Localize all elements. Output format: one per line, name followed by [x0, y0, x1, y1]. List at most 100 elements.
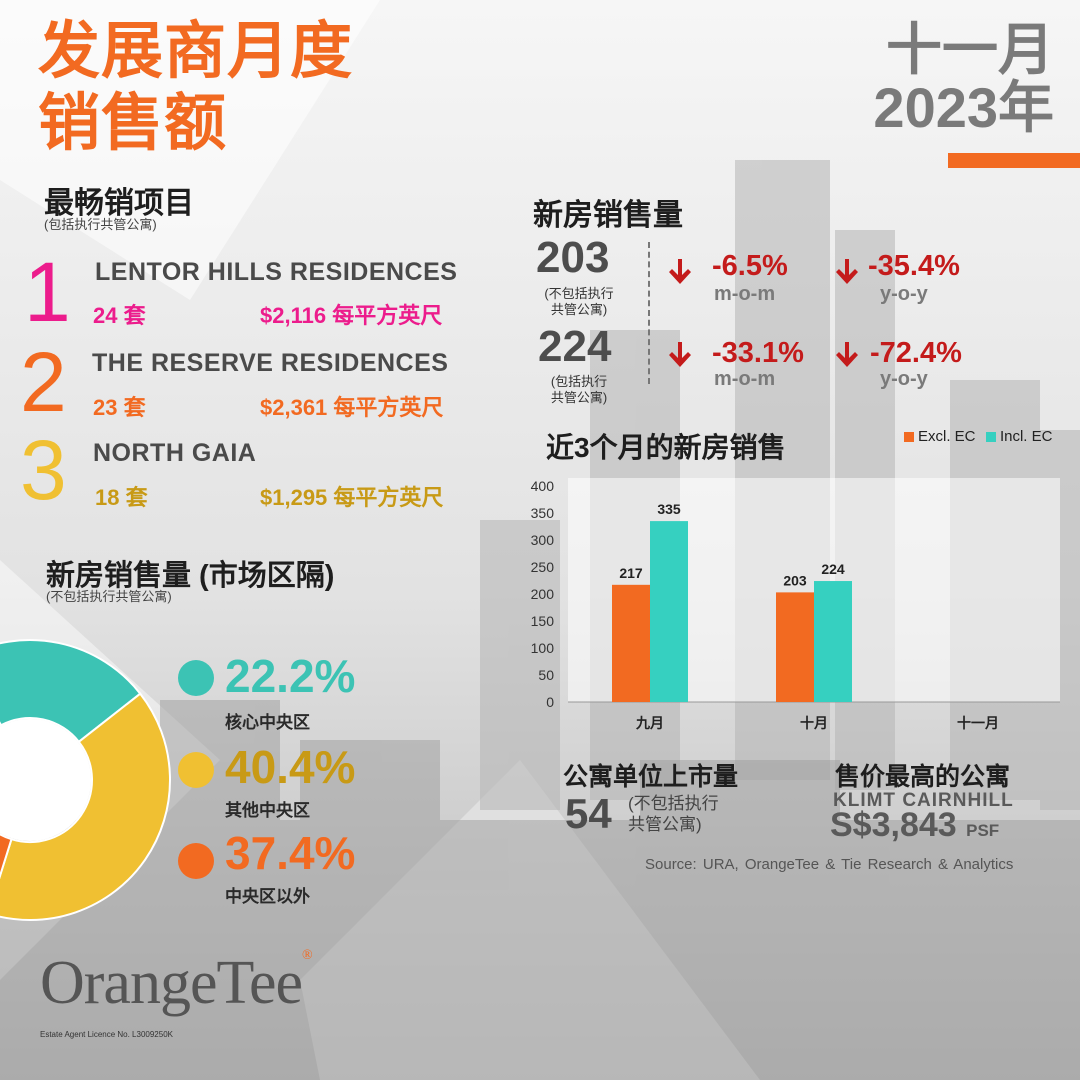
supply-note: (不包括执行 共管公寓)	[628, 793, 719, 835]
legend-label: Excl. EC	[918, 428, 976, 445]
y-tick-label: 150	[531, 613, 555, 629]
segment-percent: 37.4%	[225, 827, 356, 879]
project-name: THE RESERVE RESIDENCES	[92, 349, 449, 377]
mom-label: m-o-m	[714, 368, 776, 390]
y-tick-label: 50	[538, 667, 554, 683]
project-units: 23 套	[93, 395, 146, 420]
project-units: 24 套	[93, 303, 146, 328]
y-tick-label: 400	[531, 478, 555, 494]
arrow-down-icon	[836, 259, 858, 284]
x-tick-label: 九月	[635, 715, 664, 731]
title-line-1: 发展商月度	[38, 17, 354, 86]
top-priced-unit: PSF	[966, 821, 1000, 840]
divider	[648, 242, 650, 384]
sales-note-line: (包括执行	[550, 374, 608, 389]
period-accent-bar	[948, 153, 1080, 168]
y-tick-label: 100	[531, 640, 555, 656]
sales-value: 203	[536, 233, 610, 282]
segment-donut-chart	[0, 639, 171, 921]
period-year: 2023年	[873, 76, 1054, 139]
page-title: 发展商月度 销售额	[38, 18, 353, 158]
segment-note: (不包括执行共管公寓)	[46, 589, 172, 604]
top-priced-heading: 售价最高的公寓	[835, 763, 1011, 791]
title-line-2: 销售额	[38, 89, 228, 158]
sales-note-line: 共管公寓)	[550, 302, 608, 317]
project-psf: $1,295 每平方英尺	[260, 485, 444, 510]
logo-registered-mark: ®	[302, 948, 313, 963]
top-priced-name: KLIMT CAIRNHILL	[833, 790, 1014, 811]
period-month: 十一月	[886, 18, 1054, 81]
period-label: 十一月 2023年	[873, 22, 1054, 136]
rank-number: 3	[20, 423, 67, 517]
arrow-down-icon	[669, 259, 691, 284]
chart-legend: Excl. EC Incl. EC	[898, 428, 1052, 446]
bar-value-label: 335	[657, 501, 681, 517]
legend-label: Incl. EC	[999, 428, 1053, 445]
bar-chart: 0 50 100 150 200 250 300 350 400 217 335 九月 203 224 十月…	[531, 478, 1060, 731]
project-units: 18 套	[95, 485, 148, 510]
donut-slice	[0, 721, 13, 880]
rank-number: 2	[20, 335, 67, 429]
y-tick-label: 200	[531, 586, 555, 602]
segment-label: 中央区以外	[225, 887, 310, 906]
segment-dot	[178, 660, 214, 696]
arrow-down-icon	[836, 342, 858, 367]
top-priced-value: S$3,843	[830, 806, 957, 844]
orangetee-logo: OrangeTee®	[40, 948, 313, 1019]
segment-label: 其他中央区	[225, 801, 310, 820]
project-psf: $2,116 每平方英尺	[260, 303, 443, 328]
bar-value-label: 217	[619, 565, 643, 581]
segment-percent: 22.2%	[225, 650, 356, 702]
logo-text: OrangeTee	[40, 949, 303, 1017]
top-projects-heading: 最畅销项目	[44, 187, 194, 220]
legend-item: Incl. EC	[985, 428, 1053, 445]
supply-value: 54	[565, 790, 612, 837]
segment-dot	[178, 752, 214, 788]
bar	[650, 521, 688, 702]
project-psf: $2,361 每平方英尺	[260, 395, 444, 420]
mom-label: m-o-m	[714, 283, 776, 305]
rank-number: 1	[24, 245, 71, 339]
chart-title: 近3个月的新房销售	[546, 432, 786, 463]
mom-change: -33.1%	[712, 337, 804, 369]
segment-label: 核心中央区	[225, 713, 310, 732]
x-tick-label: 十月	[800, 715, 828, 731]
segment-dot	[178, 843, 214, 879]
supply-heading: 公寓单位上市量	[563, 763, 739, 791]
yoy-label: y-o-y	[880, 283, 928, 305]
mom-change: -6.5%	[712, 250, 788, 282]
legend-item: Excl. EC	[904, 428, 976, 445]
sales-note: (不包括执行 共管公寓)	[536, 286, 622, 318]
project-name: LENTOR HILLS RESIDENCES	[95, 258, 458, 286]
bar	[612, 584, 650, 702]
supply-note-line: (不包括执行	[628, 794, 719, 813]
donut-slice	[0, 692, 171, 921]
yoy-change: -72.4%	[870, 337, 962, 369]
sales-note-line: 共管公寓)	[550, 390, 608, 405]
top-projects-note: (包括执行共管公寓)	[44, 217, 157, 232]
bar-value-label: 203	[783, 572, 807, 588]
donut-hole	[0, 719, 91, 841]
sales-note: (包括执行 共管公寓)	[536, 374, 622, 406]
yoy-change: -35.4%	[868, 250, 960, 282]
donut-slice	[0, 639, 142, 744]
supply-note-line: 共管公寓)	[628, 815, 702, 834]
segment-percent: 40.4%	[225, 741, 356, 793]
yoy-label: y-o-y	[880, 368, 928, 390]
licence-number: Estate Agent Licence No. L3009250K	[40, 1030, 173, 1039]
legend-swatch	[985, 432, 996, 443]
bar-value-label: 224	[821, 561, 845, 577]
source-note: Source: URA, OrangeTee & Tie Research & …	[645, 856, 1014, 873]
x-tick-label: 十一月	[957, 715, 999, 731]
sales-note-line: (不包括执行	[544, 286, 614, 301]
bar	[814, 581, 852, 702]
top-priced-price: S$3,843 PSF	[830, 806, 999, 845]
legend-swatch	[904, 432, 914, 443]
bar	[776, 592, 814, 702]
project-name: NORTH GAIA	[93, 439, 257, 467]
y-tick-label: 300	[531, 532, 555, 548]
y-tick-label: 250	[531, 559, 555, 575]
arrow-down-icon	[669, 342, 691, 367]
segment-heading: 新房销售量 (市场区隔)	[46, 560, 335, 592]
y-tick-label: 350	[531, 505, 555, 521]
